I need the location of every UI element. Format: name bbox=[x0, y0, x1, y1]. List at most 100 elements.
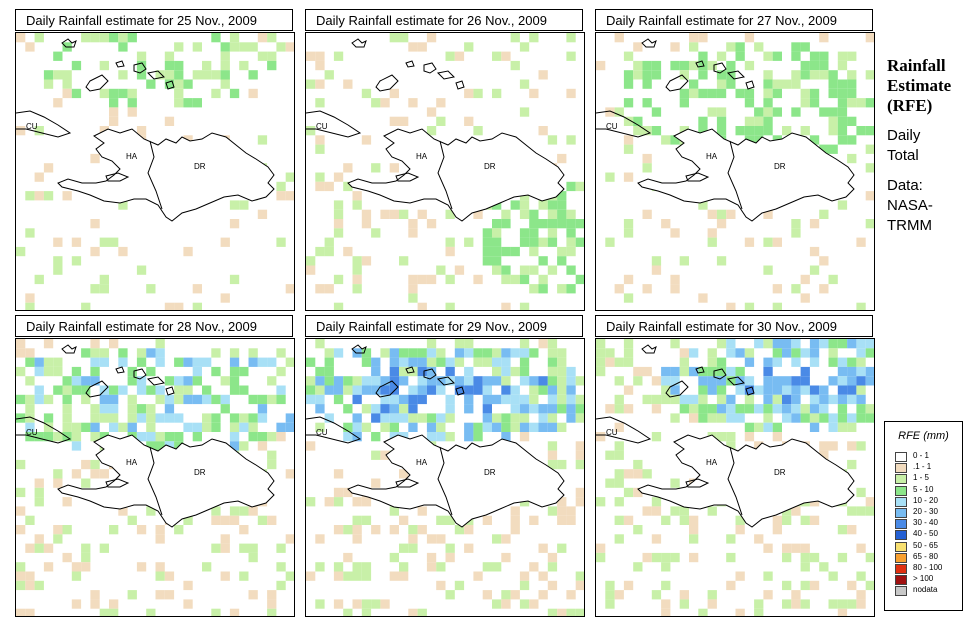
rainfall-cell bbox=[408, 543, 418, 553]
rainfall-cell bbox=[744, 116, 755, 126]
rainfall-cell bbox=[43, 432, 54, 442]
rainfall-cell bbox=[557, 385, 567, 395]
rainfall-cell bbox=[99, 469, 109, 479]
rainfall-cell bbox=[519, 404, 530, 414]
rainfall-cell bbox=[529, 394, 539, 405]
legend-label: 50 - 65 bbox=[913, 540, 938, 550]
rainfall-cell bbox=[16, 571, 26, 581]
rainfall-cell bbox=[679, 256, 689, 266]
rainfall-cell bbox=[248, 70, 258, 80]
rainfall-cell bbox=[482, 228, 492, 238]
rainfall-cell bbox=[389, 116, 399, 126]
rainfall-cell bbox=[333, 469, 344, 479]
rainfall-cell bbox=[399, 376, 409, 386]
country-label: CU bbox=[316, 428, 328, 437]
rainfall-cell bbox=[772, 339, 782, 349]
rainfall-cell bbox=[183, 357, 193, 367]
bahamas-island-outline bbox=[713, 368, 727, 380]
rainfall-cell bbox=[16, 487, 26, 498]
rainfall-cell bbox=[492, 200, 502, 210]
rainfall-cell bbox=[661, 376, 671, 386]
rainfall-cell bbox=[361, 135, 372, 145]
rainfall-cell bbox=[333, 51, 344, 61]
rainfall-cell bbox=[763, 265, 773, 275]
rainfall-cell bbox=[623, 51, 634, 61]
rainfall-cell bbox=[538, 256, 548, 266]
rainfall-cell bbox=[772, 348, 782, 358]
rainfall-cell bbox=[510, 33, 520, 43]
rainfall-cell bbox=[501, 590, 511, 600]
rainfall-cell bbox=[464, 116, 474, 126]
rainfall-cell bbox=[809, 70, 820, 80]
rainfall-cell bbox=[454, 580, 465, 591]
rainfall-cell bbox=[557, 153, 567, 164]
rainfall-cell bbox=[519, 274, 530, 285]
rainfall-cell bbox=[248, 348, 258, 358]
rainfall-cell bbox=[501, 302, 511, 310]
rainfall-cell bbox=[118, 246, 128, 257]
rainfall-cell bbox=[408, 42, 418, 52]
rainfall-cell bbox=[343, 404, 353, 414]
rainfall-cell bbox=[389, 552, 399, 563]
rainfall-cell bbox=[34, 497, 44, 507]
rainfall-cell bbox=[90, 357, 100, 367]
rainfall-cell bbox=[547, 357, 558, 367]
rainfall-cell bbox=[547, 228, 558, 238]
rainfall-cell bbox=[473, 432, 483, 442]
rainfall-cell bbox=[174, 357, 184, 367]
rainfall-cell bbox=[670, 339, 680, 349]
rainfall-cell bbox=[267, 357, 277, 367]
rainfall-cell bbox=[837, 135, 848, 145]
rainfall-cell bbox=[473, 422, 483, 432]
rainfall-cell bbox=[371, 357, 381, 367]
rainfall-cell bbox=[828, 79, 838, 89]
rainfall-cell bbox=[661, 135, 671, 145]
rainfall-cell bbox=[623, 144, 634, 154]
rainfall-cell bbox=[642, 506, 652, 516]
rainfall-cell bbox=[454, 339, 465, 349]
bahamas-island-outline bbox=[641, 38, 657, 48]
rainfall-cell bbox=[239, 506, 249, 516]
rainfall-cell bbox=[763, 590, 773, 600]
rainfall-cell bbox=[239, 42, 249, 52]
rainfall-cell bbox=[361, 209, 372, 219]
rainfall-cell bbox=[371, 450, 381, 460]
rainfall-cell bbox=[501, 376, 511, 386]
rainfall-cell bbox=[445, 394, 455, 405]
rainfall-cell bbox=[557, 284, 567, 294]
country-label: HA bbox=[416, 152, 428, 161]
rainfall-cell bbox=[426, 33, 437, 43]
rainfall-cell bbox=[510, 590, 520, 600]
rainfall-map: CU HA DR bbox=[595, 32, 875, 311]
rainfall-cell bbox=[837, 525, 848, 535]
rainfall-cell bbox=[34, 172, 44, 182]
country-label: CU bbox=[316, 122, 328, 131]
rainfall-cell bbox=[614, 534, 624, 544]
rainfall-cell bbox=[492, 228, 502, 238]
rainfall-cell bbox=[202, 60, 212, 71]
rainfall-cell bbox=[501, 394, 511, 405]
rainfall-cell bbox=[547, 450, 558, 460]
rainfall-cell bbox=[43, 366, 54, 377]
rainfall-cell bbox=[343, 181, 353, 192]
rainfall-cell bbox=[763, 366, 773, 377]
rainfall-cell bbox=[670, 60, 680, 71]
rainfall-cell bbox=[389, 348, 399, 358]
rainfall-cell bbox=[716, 88, 727, 99]
rainfall-cell bbox=[698, 88, 708, 99]
rainfall-cell bbox=[782, 79, 792, 89]
rainfall-cell bbox=[566, 506, 576, 516]
rainfall-cell bbox=[566, 284, 576, 294]
rainfall-cell bbox=[828, 144, 838, 154]
rainfall-cell bbox=[557, 422, 567, 432]
rainfall-cell bbox=[633, 525, 643, 535]
rainfall-cell bbox=[164, 116, 175, 126]
rainfall-cell bbox=[856, 366, 866, 377]
rainfall-cell bbox=[417, 394, 427, 405]
rainfall-cell bbox=[698, 608, 708, 616]
rainfall-cell bbox=[333, 599, 344, 609]
rainfall-cell bbox=[828, 88, 838, 99]
rainfall-cell bbox=[828, 70, 838, 80]
map-panel-25-nov: Daily Rainfall estimate for 25 Nov., 200… bbox=[15, 9, 295, 311]
rainfall-cell bbox=[71, 422, 82, 432]
